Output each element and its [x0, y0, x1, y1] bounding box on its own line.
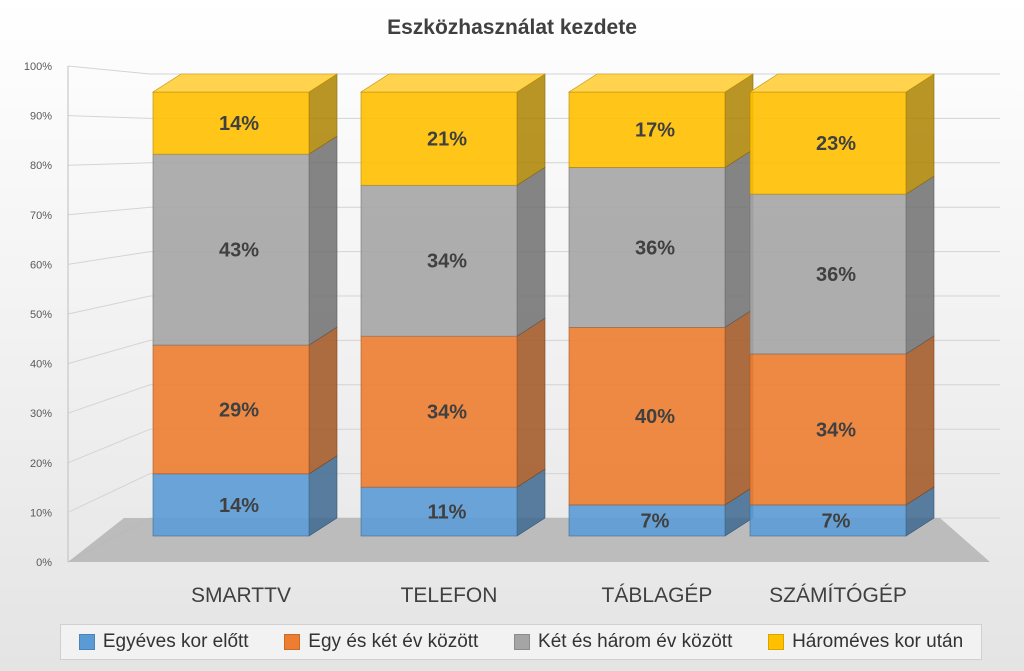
bar-front [749, 353, 907, 506]
data-label: 29% [219, 399, 259, 421]
bar-front [749, 91, 907, 195]
bar-segment [749, 486, 935, 537]
y-tick-label: 0% [36, 557, 52, 569]
bar-front [749, 193, 907, 355]
legend-label: Hároméves kor után [792, 631, 964, 652]
legend-swatch [78, 634, 95, 650]
bars [151, 73, 936, 537]
bar-segment [360, 166, 546, 337]
bar-front [360, 486, 518, 537]
bar-segment [360, 317, 546, 488]
y-tick-label: 30% [30, 408, 52, 420]
legend-swatch [768, 634, 785, 650]
bar-segment [568, 148, 754, 328]
y-tick-label: 100% [24, 61, 52, 73]
x-axis: SMARTTV TELEFON TÁBLAGÉP SZÁMÍTÓGÉP [191, 584, 907, 607]
bar-segment [359, 73, 547, 186]
legend-swatch [284, 634, 301, 650]
bar-side [308, 135, 338, 346]
data-label: 7% [822, 510, 851, 532]
bar-segment [748, 73, 936, 195]
bar-top [151, 73, 339, 93]
bar-front [568, 327, 726, 506]
bar-segment [568, 308, 754, 506]
bar-front [152, 91, 310, 155]
bar-front [360, 184, 518, 337]
bar-top [567, 73, 755, 93]
y-tick-label: 40% [30, 359, 52, 371]
bar-side [516, 166, 546, 337]
bar-segment [152, 135, 338, 346]
bar-front [568, 167, 726, 328]
legend: Egyéves kor előtt Egy és két év között Két… [60, 624, 982, 660]
bar-front [152, 473, 310, 537]
y-tick-label: 50% [30, 309, 52, 321]
legend-label: Egy és két év között [308, 631, 479, 652]
bar-top [748, 73, 936, 93]
bar-segment [749, 175, 935, 355]
bar-side [308, 326, 338, 475]
data-label: 17% [635, 120, 675, 142]
data-label: 34% [816, 419, 856, 441]
bar-segment [152, 326, 338, 475]
data-label: 11% [428, 502, 467, 524]
bar-front [152, 153, 310, 346]
data-label: 14% [219, 113, 259, 135]
y-tick-label: 80% [30, 160, 52, 172]
bar-segment [152, 455, 338, 537]
bar-segment [568, 486, 754, 537]
bar-front [152, 344, 310, 475]
data-label: 36% [635, 237, 675, 259]
data-label: 23% [816, 133, 856, 155]
bar-side [905, 73, 935, 195]
chart-title: Eszközhasználat kezdete [387, 16, 637, 39]
bar-front [749, 504, 907, 537]
bar-front [360, 335, 518, 488]
bar-side [516, 73, 546, 186]
legend-item: Egyéves kor előtt [78, 631, 249, 653]
bar-top [359, 73, 547, 93]
y-tick-label: 70% [30, 210, 52, 222]
bar-front [568, 504, 726, 537]
x-tick-label: SMARTTV [191, 584, 291, 607]
bar-segment [151, 73, 339, 155]
legend-label: Egyéves kor előtt [102, 631, 249, 652]
bar-side [724, 308, 754, 506]
data-label: 34% [427, 402, 467, 424]
bar-side [516, 317, 546, 488]
y-tick-label: 60% [30, 259, 52, 271]
data-label: 34% [427, 251, 467, 273]
data-labels: 14% 29% 43% 14% 11% 34% 34% 21% 7% 40% 36% 17% 7% 34%… [219, 113, 856, 532]
y-tick-label: 90% [30, 111, 52, 123]
data-label: 36% [816, 264, 856, 286]
legend-item: Egy és két év között [284, 631, 478, 653]
legend-item: Két és három év között [514, 631, 732, 653]
y-axis: 0% 10% 20% 30% 40% 50% 60% 70% 80% 90% 100% [24, 61, 69, 569]
y-tick-label: 10% [30, 507, 52, 519]
legend-swatch [514, 634, 531, 650]
x-tick-label: TELEFON [401, 584, 498, 607]
legend-item: Hároméves kor után [768, 631, 963, 653]
x-tick-label: SZÁMÍTÓGÉP [769, 584, 907, 607]
bar-front [360, 91, 518, 186]
bar-side [905, 175, 935, 355]
data-label: 40% [635, 406, 675, 428]
x-tick-label: TÁBLAGÉP [602, 584, 713, 607]
bar-side [905, 335, 935, 506]
legend-label: Két és három év között [538, 631, 733, 652]
data-label: 43% [219, 240, 259, 262]
y-tick-label: 20% [30, 458, 52, 470]
bar-segment [360, 468, 546, 537]
data-label: 14% [219, 495, 259, 517]
bar-segment [749, 335, 935, 506]
data-label: 7% [641, 510, 670, 532]
bar-side [724, 148, 754, 328]
bar-segment [567, 73, 755, 169]
data-label: 21% [427, 129, 467, 151]
